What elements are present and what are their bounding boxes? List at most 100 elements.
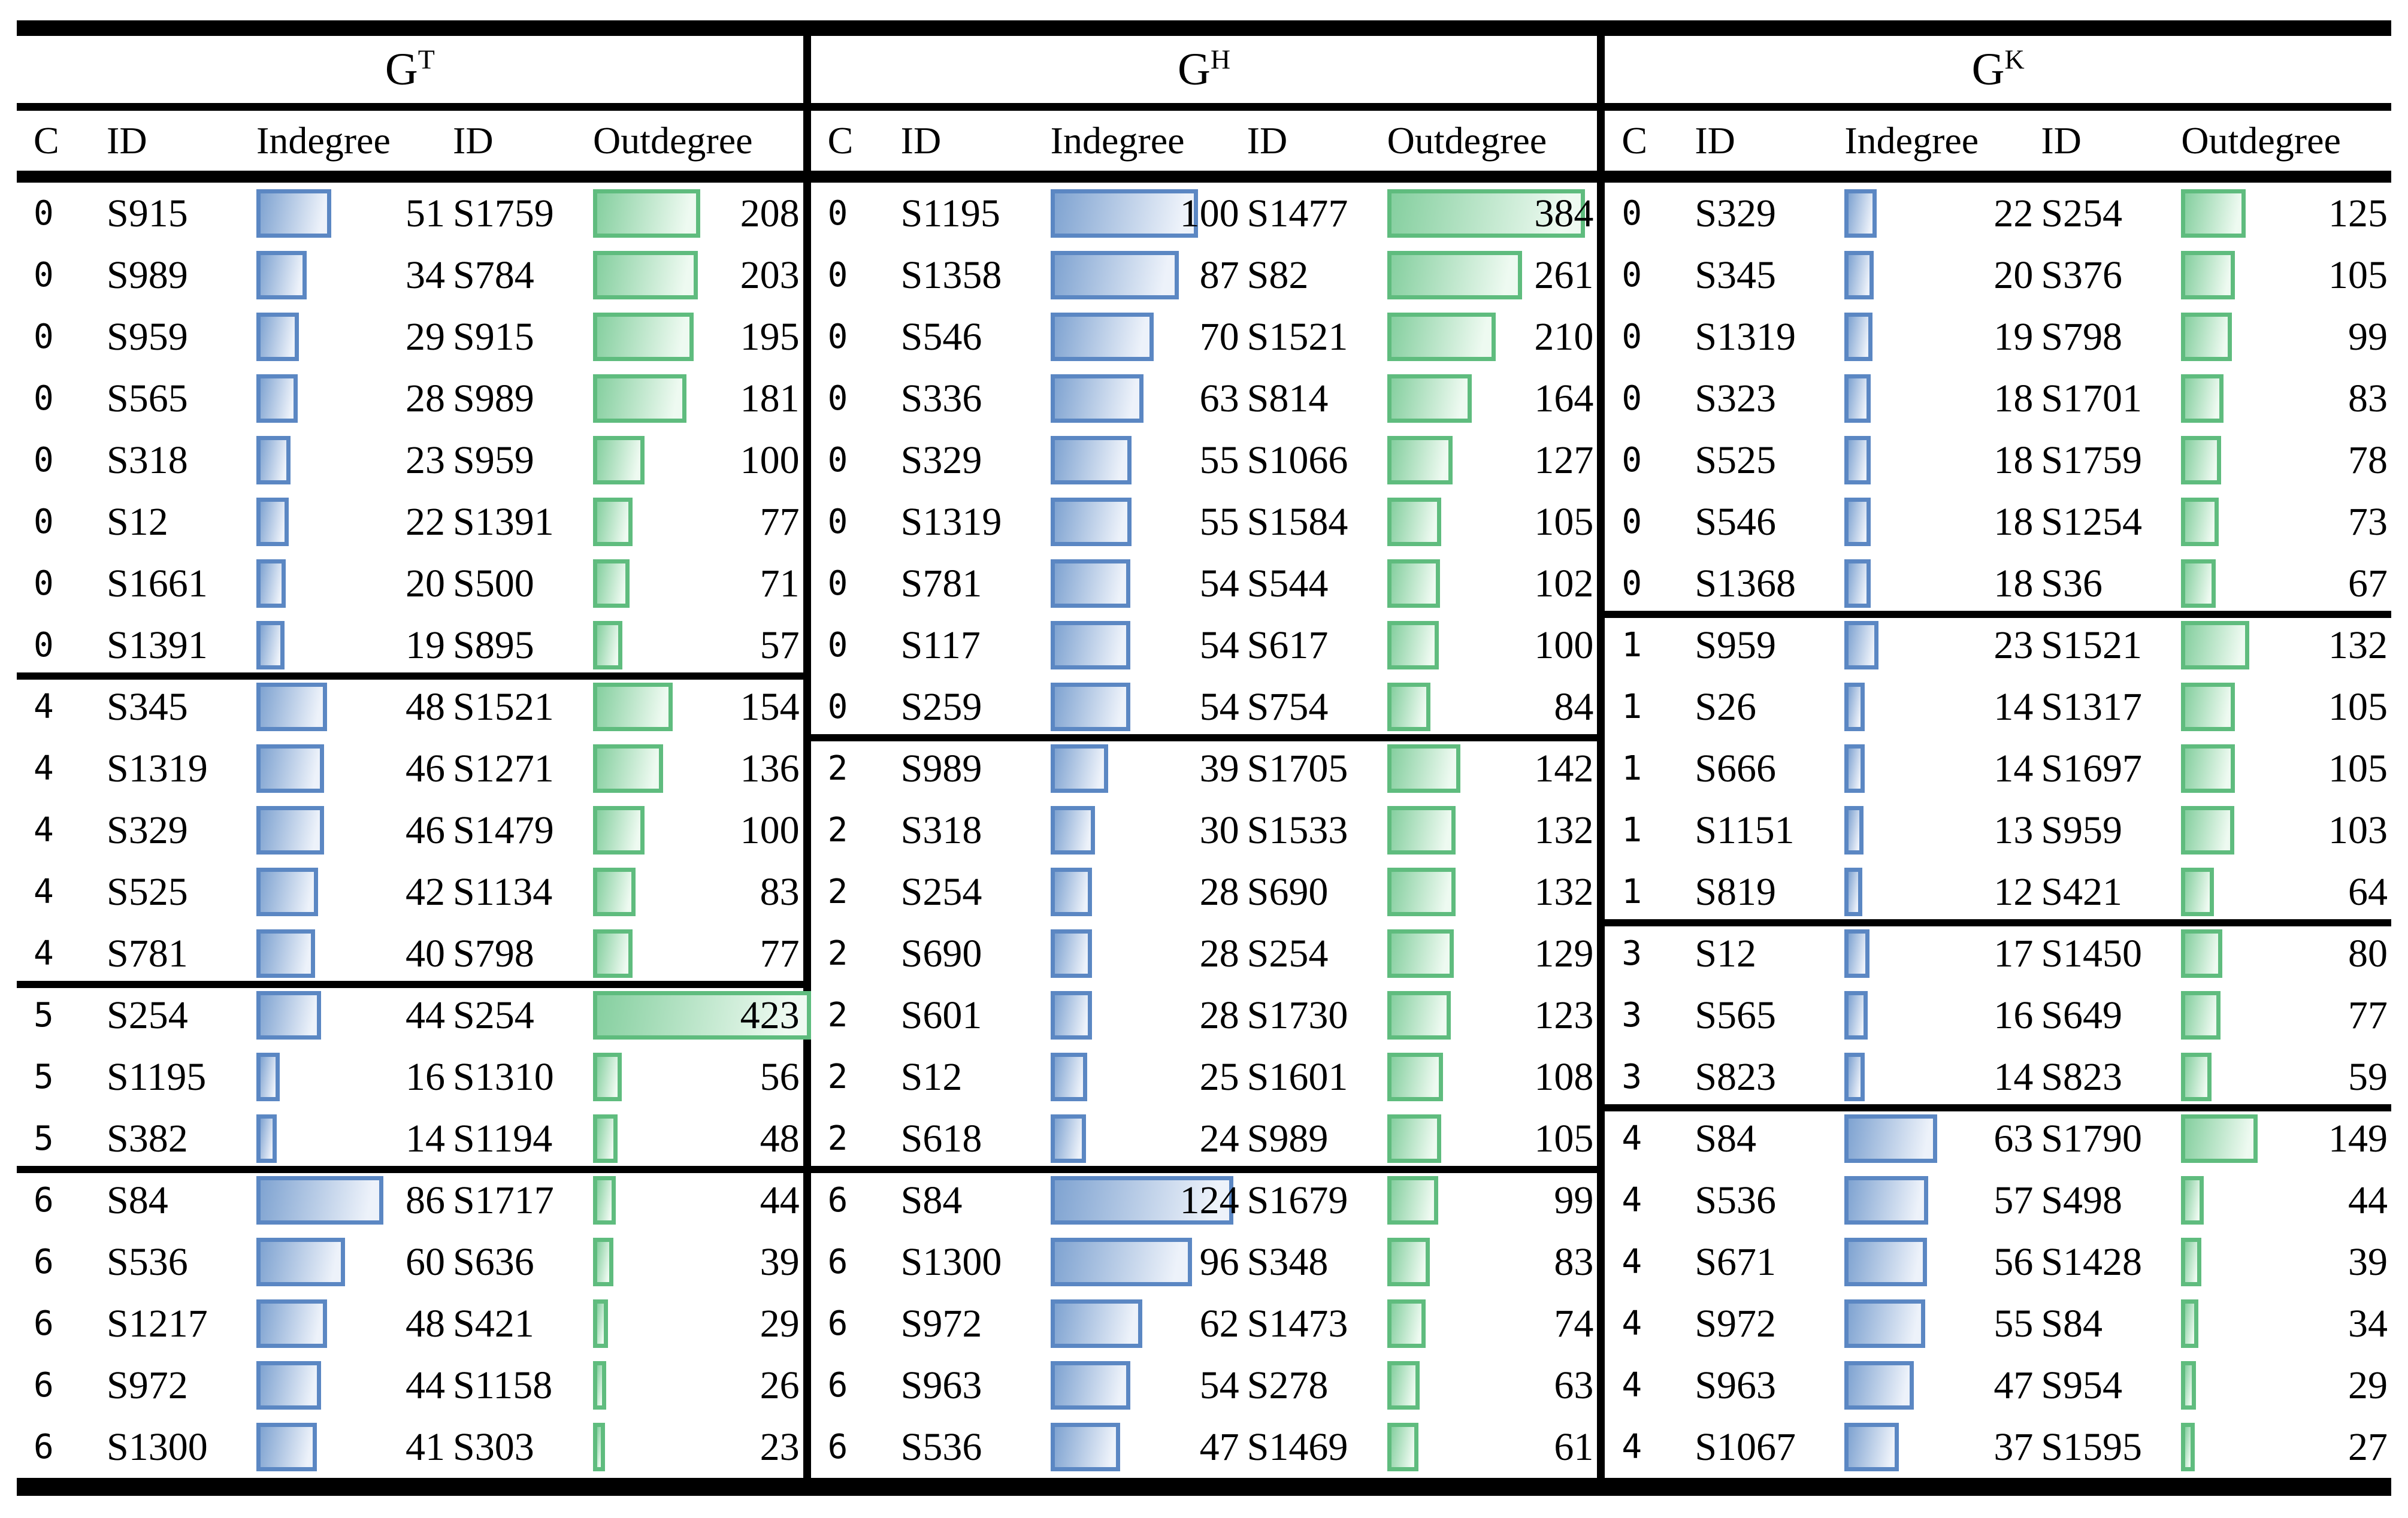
outdegree-node-id-cell: S959 <box>2041 808 2123 852</box>
outdegree-value: 83 <box>1554 1240 1594 1284</box>
outdegree-node-id-cell: S1428 <box>2041 1240 2143 1284</box>
indegree-value: 54 <box>1199 623 1239 667</box>
indegree-bar <box>1844 1176 1929 1225</box>
table-row: 0 S1195 100 S1477 384 <box>811 183 1598 244</box>
outdegree-cell: 99 <box>2181 306 2388 368</box>
table-row: 4 S671 56 S1428 39 <box>1605 1231 2391 1293</box>
indegree-bar <box>1050 1114 1086 1163</box>
indegree-node-id-cell: S671 <box>1695 1240 1777 1284</box>
outdegree-node-id-cell: S823 <box>2041 1055 2123 1099</box>
cluster-id-cell: 0 <box>34 379 54 418</box>
indegree-cell: 54 <box>1050 553 1239 614</box>
cluster-section: 6 S84 124 S1679 99 6 S1300 96 S348 83 6 S972 62 S1473… <box>810 1166 1598 1478</box>
table-row: 4 S1067 37 S1595 27 <box>1605 1416 2391 1478</box>
outdegree-cell: 57 <box>593 614 800 676</box>
indegree-node-id-cell: S117 <box>900 623 981 667</box>
group-gh-rows: 0 S1195 100 S1477 384 0 S1358 87 S82 261 0 S546 70 S1… <box>810 183 1598 1478</box>
indegree-cell: 46 <box>256 799 445 861</box>
table-row: 2 S618 24 S989 105 <box>811 1108 1598 1169</box>
outdegree-bar <box>2181 1299 2199 1348</box>
outdegree-cell: 39 <box>2181 1231 2388 1293</box>
outdegree-node-id-cell: S1194 <box>453 1117 553 1161</box>
outdegree-bar <box>593 683 673 731</box>
outdegree-bar <box>2181 436 2222 484</box>
indegree-node-id-cell: S565 <box>1695 993 1777 1037</box>
outdegree-node-id-cell: S254 <box>2041 192 2123 235</box>
cluster-id-cell: 1 <box>1622 749 1642 788</box>
indegree-cell: 22 <box>256 491 445 553</box>
table-body: GT C ID Indegree ID Outdegree 0 S915 51 S17… <box>17 36 2392 1478</box>
outdegree-node-id-cell: S1533 <box>1247 808 1348 852</box>
outdegree-cell: 149 <box>2181 1108 2388 1169</box>
indegree-node-id-cell: S1358 <box>900 253 1002 297</box>
table-row: 0 S259 54 S754 84 <box>811 676 1598 738</box>
outdegree-node-id-cell: S814 <box>1247 377 1329 420</box>
cluster-id-cell: 0 <box>34 194 54 233</box>
outdegree-value: 105 <box>2328 253 2388 297</box>
table-row: 4 S329 46 S1479 100 <box>17 799 803 861</box>
indegree-bar <box>256 498 289 546</box>
indegree-value: 14 <box>1993 685 2034 729</box>
outdegree-cell: 129 <box>1387 923 1593 984</box>
outdegree-cell: 64 <box>2181 861 2388 923</box>
cluster-id-cell: 4 <box>1622 1428 1642 1467</box>
outdegree-node-id-cell: S82 <box>1247 253 1309 297</box>
outdegree-value: 384 <box>1534 192 1594 235</box>
group-gt: GT C ID Indegree ID Outdegree 0 S915 51 S17… <box>17 36 811 1478</box>
outdegree-cell: 100 <box>593 429 800 491</box>
indegree-value: 19 <box>406 623 445 667</box>
indegree-node-id-cell: S525 <box>1695 438 1777 482</box>
table-bottom-rule <box>17 1478 2391 1496</box>
table-row: 6 S972 62 S1473 74 <box>811 1293 1598 1355</box>
indegree-bar <box>1844 744 1865 793</box>
indegree-cell: 86 <box>256 1169 445 1231</box>
indegree-value: 39 <box>1199 747 1239 790</box>
indegree-value: 46 <box>406 808 445 852</box>
cluster-id-cell: 0 <box>827 256 848 295</box>
outdegree-cell: 29 <box>2181 1355 2388 1416</box>
indegree-node-id-cell: S972 <box>107 1364 188 1407</box>
indegree-node-id-cell: S1217 <box>107 1302 208 1346</box>
indegree-bar <box>1050 1053 1087 1101</box>
indegree-node-id-cell: S1319 <box>900 500 1002 544</box>
indegree-cell: 29 <box>256 306 445 368</box>
outdegree-cell: 73 <box>2181 491 2388 553</box>
outdegree-bar <box>593 744 663 793</box>
cluster-id-cell: 6 <box>34 1304 54 1343</box>
cluster-id-cell: 6 <box>34 1366 54 1405</box>
outdegree-cell: 384 <box>1387 183 1594 244</box>
indegree-value: 16 <box>1993 993 2034 1037</box>
indegree-value: 20 <box>1993 253 2034 297</box>
outdegree-value: 27 <box>2348 1425 2388 1469</box>
indegree-cell: 44 <box>256 1355 445 1416</box>
indegree-bar <box>1050 744 1108 793</box>
cluster-id-cell: 3 <box>1622 1058 1642 1096</box>
table-row: 5 S1195 16 S1310 56 <box>17 1046 803 1108</box>
table-row: 0 S546 18 S1254 73 <box>1605 491 2391 553</box>
indegree-cell: 16 <box>256 1046 445 1108</box>
indegree-bar <box>256 1361 321 1410</box>
table-row: 6 S536 60 S636 39 <box>17 1231 803 1293</box>
indegree-cell: 39 <box>1050 738 1239 799</box>
outdegree-value: 123 <box>1534 993 1594 1037</box>
header-indegree: Indegree <box>1844 119 1979 162</box>
outdegree-bar <box>2181 498 2219 546</box>
indegree-node-id-cell: S1319 <box>1695 315 1796 359</box>
outdegree-value: 57 <box>760 623 800 667</box>
cluster-section: 5 S254 44 S254 423 5 S1195 16 S1310 56 5 S382 14 S119… <box>17 981 811 1169</box>
group-gh-title: GH <box>810 36 1598 111</box>
outdegree-value: 63 <box>1554 1364 1594 1407</box>
indegree-node-id-cell: S84 <box>1695 1117 1757 1161</box>
indegree-cell: 24 <box>1050 1108 1239 1169</box>
outdegree-node-id-cell: S617 <box>1247 623 1329 667</box>
cluster-id-cell: 0 <box>827 441 848 480</box>
indegree-cell: 54 <box>1050 1355 1239 1416</box>
indegree-cell: 23 <box>1844 614 2033 676</box>
outdegree-value: 77 <box>760 500 800 544</box>
indegree-cell: 14 <box>1844 738 2033 799</box>
outdegree-node-id-cell: S498 <box>2041 1178 2123 1222</box>
table-top-rule <box>17 20 2391 36</box>
outdegree-node-id-cell: S754 <box>1247 685 1329 729</box>
indegree-node-id-cell: S329 <box>107 808 188 852</box>
indegree-cell: 25 <box>1050 1046 1239 1108</box>
